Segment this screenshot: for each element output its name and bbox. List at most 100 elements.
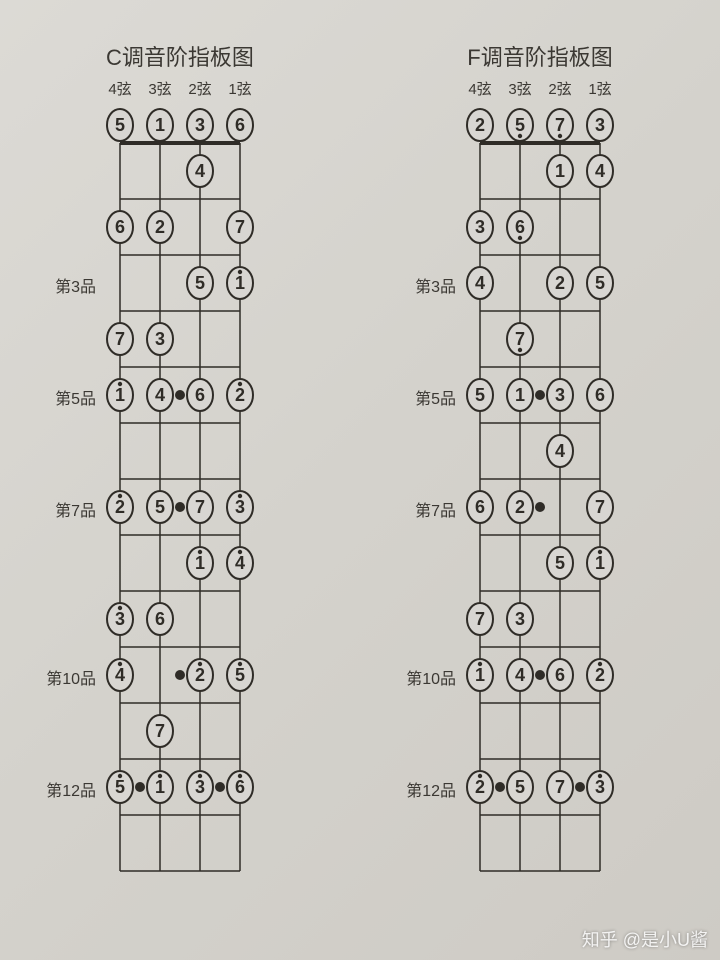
note: 2: [187, 659, 213, 691]
svg-text:4: 4: [195, 161, 205, 181]
note: 6: [547, 659, 573, 691]
note: 5: [587, 267, 613, 299]
svg-text:2: 2: [155, 217, 165, 237]
svg-text:3: 3: [195, 777, 205, 797]
fret-label: 第3品: [392, 273, 456, 297]
svg-text:7: 7: [595, 497, 605, 517]
fretboard-wrap-f: 第3品第5品第7品第10品第12品 2573143642575136462751…: [460, 107, 620, 881]
svg-text:3: 3: [195, 115, 205, 135]
svg-text:1: 1: [595, 553, 605, 573]
note: 5: [467, 379, 493, 411]
svg-text:1: 1: [475, 665, 485, 685]
fret-label: 第10品: [392, 665, 456, 689]
string-label: 1弦: [220, 78, 260, 99]
watermark: 知乎 @是小U酱: [582, 926, 708, 952]
svg-text:4: 4: [115, 665, 125, 685]
note: 5: [507, 771, 533, 803]
svg-text:4: 4: [235, 553, 245, 573]
note: 2: [227, 379, 253, 411]
fret-label: 第12品: [392, 777, 456, 801]
note: 6: [147, 603, 173, 635]
note: 3: [507, 603, 533, 635]
svg-text:3: 3: [155, 329, 165, 349]
svg-text:3: 3: [235, 497, 245, 517]
note: 2: [507, 491, 533, 523]
note: 1: [147, 109, 173, 141]
note: 7: [467, 603, 493, 635]
note: 3: [467, 211, 493, 243]
note: 6: [507, 211, 533, 243]
svg-text:1: 1: [155, 777, 165, 797]
svg-text:6: 6: [155, 609, 165, 629]
svg-text:7: 7: [515, 329, 525, 349]
note: 5: [187, 267, 213, 299]
title-f: F调音阶指板图: [460, 40, 620, 72]
fret-label: 第7品: [32, 497, 96, 521]
svg-text:7: 7: [155, 721, 165, 741]
fretboard-svg-c: 51364627517314622573143642575136: [100, 107, 260, 881]
note: 4: [227, 547, 253, 579]
note: 1: [587, 547, 613, 579]
svg-text:3: 3: [115, 609, 125, 629]
svg-text:2: 2: [235, 385, 245, 405]
svg-text:5: 5: [515, 777, 525, 797]
note: 4: [107, 659, 133, 691]
svg-text:6: 6: [235, 115, 245, 135]
svg-text:7: 7: [555, 777, 565, 797]
note: 1: [227, 267, 253, 299]
svg-text:5: 5: [115, 777, 125, 797]
note: 5: [147, 491, 173, 523]
svg-text:1: 1: [515, 385, 525, 405]
note: 7: [147, 715, 173, 747]
note: 3: [187, 771, 213, 803]
svg-text:7: 7: [115, 329, 125, 349]
note: 4: [547, 435, 573, 467]
note: 1: [547, 155, 573, 187]
note: 2: [587, 659, 613, 691]
svg-text:5: 5: [235, 665, 245, 685]
note: 3: [587, 109, 613, 141]
fretboard-wrap-c: 第3品第5品第7品第10品第12品 5136462751731462257314…: [100, 107, 260, 881]
string-label: 4弦: [460, 78, 500, 99]
svg-text:2: 2: [515, 497, 525, 517]
note: 3: [587, 771, 613, 803]
svg-text:4: 4: [515, 665, 525, 685]
svg-text:7: 7: [475, 609, 485, 629]
note: 7: [587, 491, 613, 523]
svg-text:7: 7: [235, 217, 245, 237]
svg-text:2: 2: [595, 665, 605, 685]
note: 3: [147, 323, 173, 355]
string-label: 2弦: [180, 78, 220, 99]
note: 2: [147, 211, 173, 243]
svg-text:3: 3: [595, 115, 605, 135]
svg-text:5: 5: [555, 553, 565, 573]
note: 7: [187, 491, 213, 523]
note: 5: [507, 109, 533, 141]
svg-text:5: 5: [595, 273, 605, 293]
note: 1: [187, 547, 213, 579]
svg-text:1: 1: [115, 385, 125, 405]
svg-text:2: 2: [475, 115, 485, 135]
note: 1: [107, 379, 133, 411]
svg-text:7: 7: [195, 497, 205, 517]
note: 3: [547, 379, 573, 411]
fret-label: 第5品: [32, 385, 96, 409]
svg-text:4: 4: [595, 161, 605, 181]
svg-text:6: 6: [195, 385, 205, 405]
fret-label: 第10品: [32, 665, 96, 689]
note: 6: [587, 379, 613, 411]
string-label: 4弦: [100, 78, 140, 99]
svg-text:2: 2: [475, 777, 485, 797]
note: 6: [227, 109, 253, 141]
svg-text:4: 4: [475, 273, 485, 293]
note: 6: [107, 211, 133, 243]
string-label: 3弦: [500, 78, 540, 99]
svg-text:6: 6: [235, 777, 245, 797]
note: 3: [227, 491, 253, 523]
string-label: 3弦: [140, 78, 180, 99]
fretboard-svg-f: 25731436425751364627517314622573: [460, 107, 620, 881]
note: 4: [587, 155, 613, 187]
note: 5: [547, 547, 573, 579]
note: 3: [107, 603, 133, 635]
note: 7: [547, 771, 573, 803]
